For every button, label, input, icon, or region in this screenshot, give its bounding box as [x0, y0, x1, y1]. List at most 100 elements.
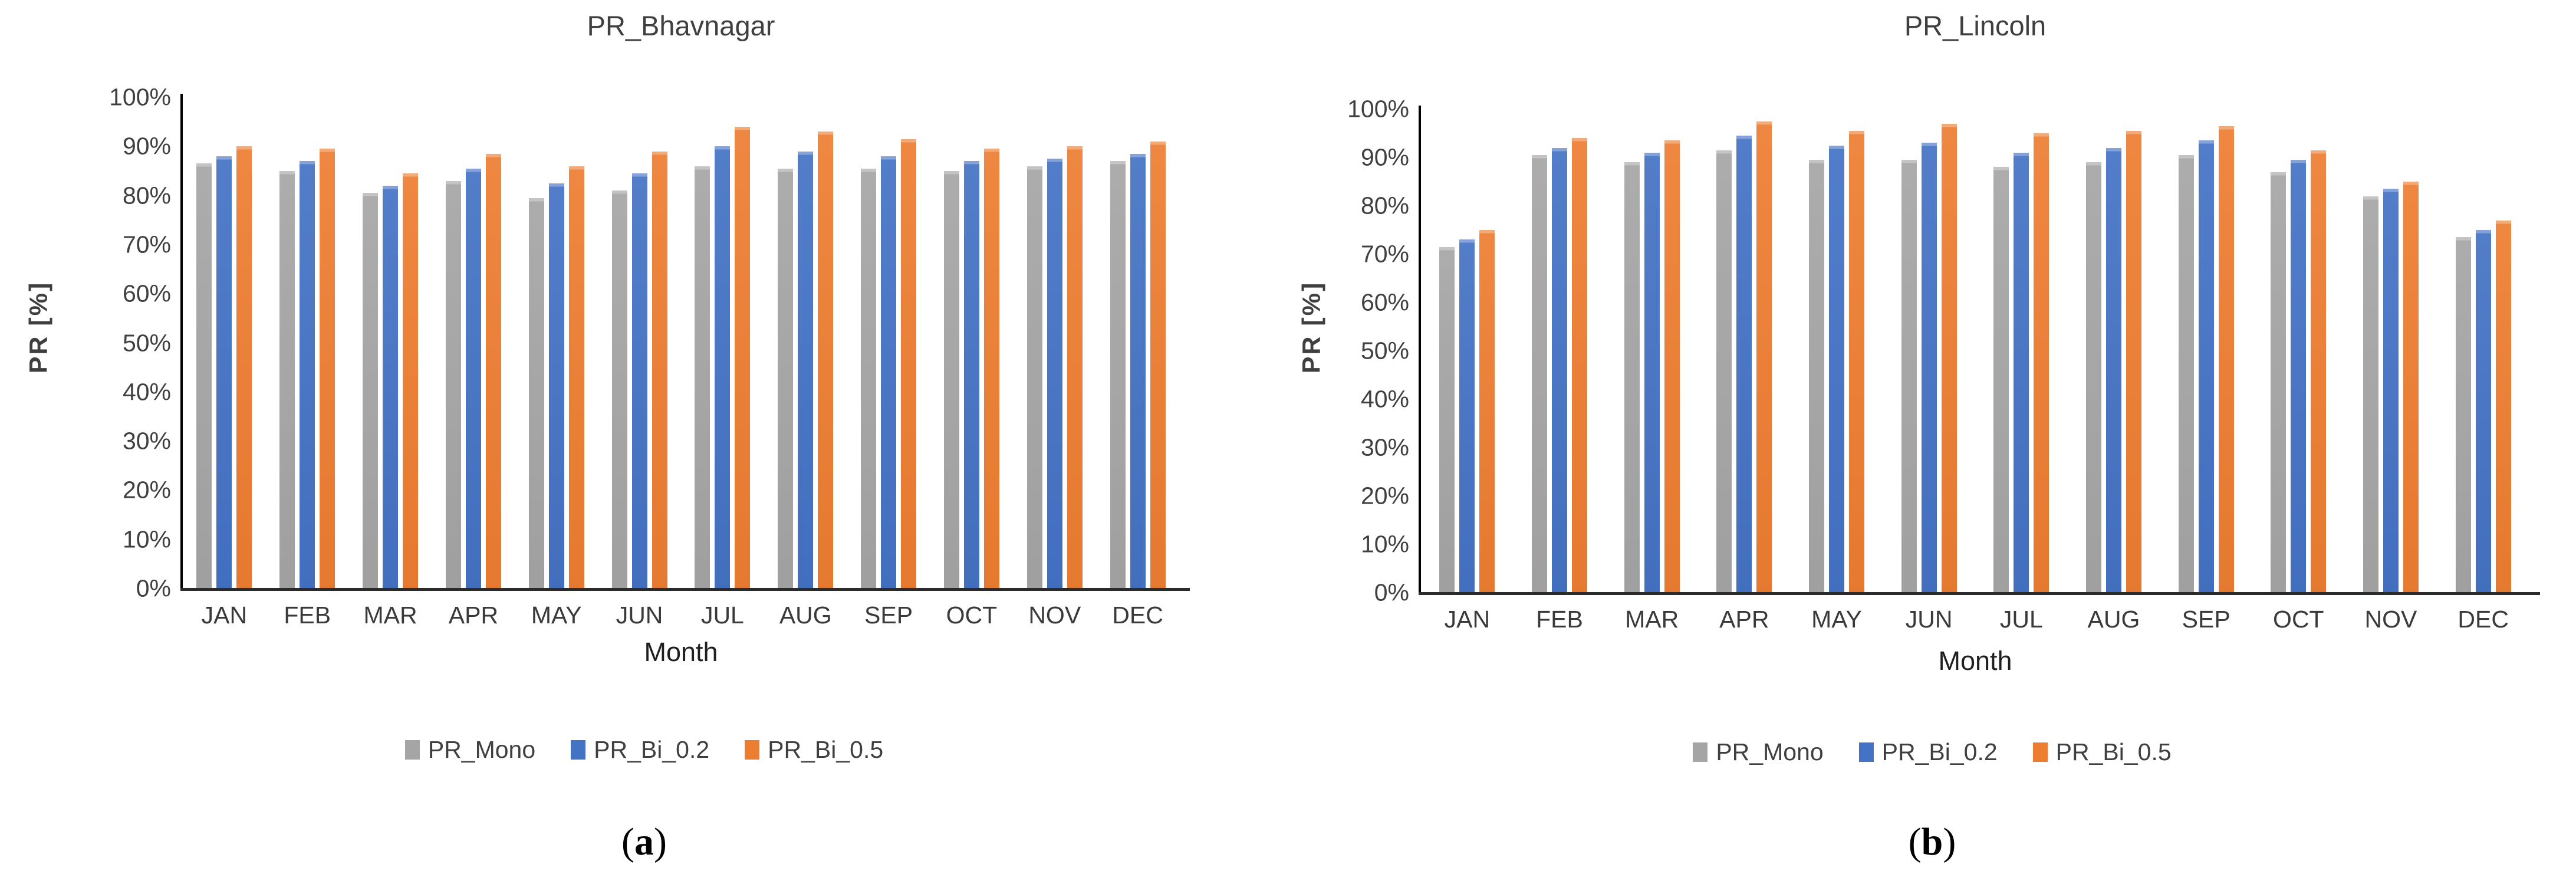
- bar-pr-bi-0-5: [2218, 126, 2234, 593]
- legend: PR_Mono PR_Bi_0.2 PR_Bi_0.5: [0, 736, 1288, 764]
- y-tick-label: 20%: [122, 476, 171, 504]
- caption-letter: b: [1921, 820, 1943, 863]
- y-tick-label: 60%: [122, 280, 171, 307]
- bar-cluster: [1514, 109, 1606, 593]
- y-tick-label: 80%: [1360, 192, 1409, 219]
- bar-cluster: [1791, 109, 1883, 593]
- bar-pr-bi-0-2: [1828, 145, 1844, 593]
- x-tick-label: OCT: [946, 602, 998, 629]
- bar-pr-mono: [1110, 161, 1126, 589]
- bar-pr-bi-0-5: [236, 146, 252, 589]
- bar-cluster: [2160, 109, 2252, 593]
- category-group: FEB: [266, 97, 349, 629]
- bar-pr-mono: [861, 168, 877, 589]
- bar-pr-bi-0-2: [548, 183, 564, 589]
- x-axis-title: Month: [644, 637, 718, 667]
- x-tick-label: NOV: [2364, 606, 2417, 633]
- bar-pr-bi-0-5: [1941, 123, 1957, 593]
- bar-pr-mono: [2178, 155, 2194, 593]
- y-tick-label: 50%: [1360, 337, 1409, 364]
- y-tick-label: 40%: [122, 378, 171, 406]
- bar-pr-bi-0-2: [1130, 153, 1146, 589]
- bar-pr-mono: [196, 163, 212, 589]
- legend-label: PR_Bi_0.5: [768, 736, 884, 763]
- x-tick-label: JUL: [1999, 606, 2043, 633]
- category-group: JUN: [1883, 109, 1975, 633]
- legend-swatch: [745, 740, 760, 760]
- bar-pr-mono: [2085, 162, 2101, 593]
- bar-pr-bi-0-5: [320, 149, 335, 589]
- bar-cluster: [598, 97, 681, 589]
- y-tick-label: 30%: [122, 427, 171, 455]
- bar-pr-bi-0-5: [2126, 130, 2141, 593]
- legend: PR_Mono PR_Bi_0.2 PR_Bi_0.5: [1288, 738, 2576, 766]
- bar-pr-bi-0-2: [2291, 160, 2307, 593]
- bar-cluster: [1975, 109, 2068, 593]
- plot-area: 0% 10% 20% 30% 40% 50% 60% 70% 80% 90% 100% JAN FEB M…: [109, 84, 1190, 629]
- category-group: JAN: [183, 97, 266, 629]
- category-group: AUG: [764, 97, 847, 629]
- y-tick-label: 50%: [122, 329, 171, 356]
- y-tick-label: 10%: [122, 525, 171, 553]
- bar-pr-mono: [1027, 166, 1042, 589]
- bar-pr-mono: [695, 166, 710, 589]
- bar-pr-bi-0-5: [901, 139, 917, 589]
- y-tick-label: 70%: [1360, 240, 1409, 268]
- legend-swatch: [1858, 742, 1874, 762]
- bar-pr-mono: [1808, 160, 1824, 593]
- legend-label: PR_Mono: [1716, 738, 1824, 765]
- legend-swatch: [404, 740, 420, 760]
- bar-cluster: [183, 97, 266, 589]
- category-group: SEP: [2160, 109, 2252, 633]
- chart-panel-a: PR_Bhavnagar PR [%] 0% 10% 20% 30% 40% 50% 60%…: [0, 10, 1288, 879]
- bar-pr-mono: [1624, 162, 1640, 593]
- category-group: MAY: [515, 97, 598, 629]
- y-axis-title: PR [%]: [24, 281, 53, 374]
- bar-cluster: [1421, 109, 1514, 593]
- y-tick-label: 90%: [1360, 143, 1409, 171]
- bar-pr-mono: [1531, 155, 1547, 593]
- x-tick-label: DEC: [1112, 602, 1163, 629]
- x-tick-label: MAY: [531, 602, 582, 629]
- x-tick-label: AUG: [779, 602, 832, 629]
- legend-swatch: [1693, 742, 1708, 762]
- bar-pr-bi-0-5: [568, 166, 584, 589]
- bar-pr-bi-0-5: [2034, 133, 2049, 593]
- bar-pr-bi-0-5: [1664, 140, 1680, 593]
- x-tick-label: MAR: [1625, 606, 1679, 633]
- bar-pr-bi-0-5: [983, 149, 999, 589]
- legend-item: PR_Mono: [404, 736, 535, 764]
- subfigure-caption: (b): [1288, 820, 2576, 879]
- caption-close-paren: ): [654, 820, 667, 863]
- y-tick-label: 100%: [1347, 95, 1409, 123]
- bar-pr-mono: [1993, 167, 2009, 593]
- bar-cluster: [681, 97, 764, 589]
- x-tick-label: FEB: [284, 602, 331, 629]
- bar-cluster: [1013, 97, 1096, 589]
- caption-open-paren: (: [621, 820, 634, 863]
- category-group: DEC: [2437, 109, 2529, 633]
- x-tick-label: JAN: [1444, 606, 1491, 633]
- x-tick-label: SEP: [864, 602, 913, 629]
- y-tick-label: 60%: [1360, 288, 1409, 316]
- legend-item: PR_Bi_0.5: [2032, 738, 2172, 766]
- bar-cluster: [1096, 97, 1179, 589]
- bar-cluster: [764, 97, 847, 589]
- y-axis-title: PR [%]: [1297, 281, 1326, 374]
- y-tick-label: 20%: [1360, 482, 1409, 510]
- x-tick-label: MAR: [363, 602, 417, 629]
- subfigure-caption: (a): [0, 820, 1288, 879]
- bar-cluster: [266, 97, 349, 589]
- bar-cluster: [930, 97, 1014, 589]
- bar-pr-bi-0-2: [1551, 147, 1567, 593]
- category-group: JAN: [1421, 109, 1514, 633]
- y-tick-label: 90%: [122, 132, 171, 160]
- bar-pr-bi-0-2: [963, 161, 979, 589]
- y-tick-label: 80%: [122, 182, 171, 209]
- x-tick-label: FEB: [1536, 606, 1583, 633]
- bar-cluster: [2068, 109, 2160, 593]
- bar-pr-mono: [363, 193, 379, 589]
- bar-pr-bi-0-5: [818, 132, 834, 589]
- bar-cluster: [2252, 109, 2345, 593]
- bar-pr-bi-0-2: [1644, 152, 1660, 593]
